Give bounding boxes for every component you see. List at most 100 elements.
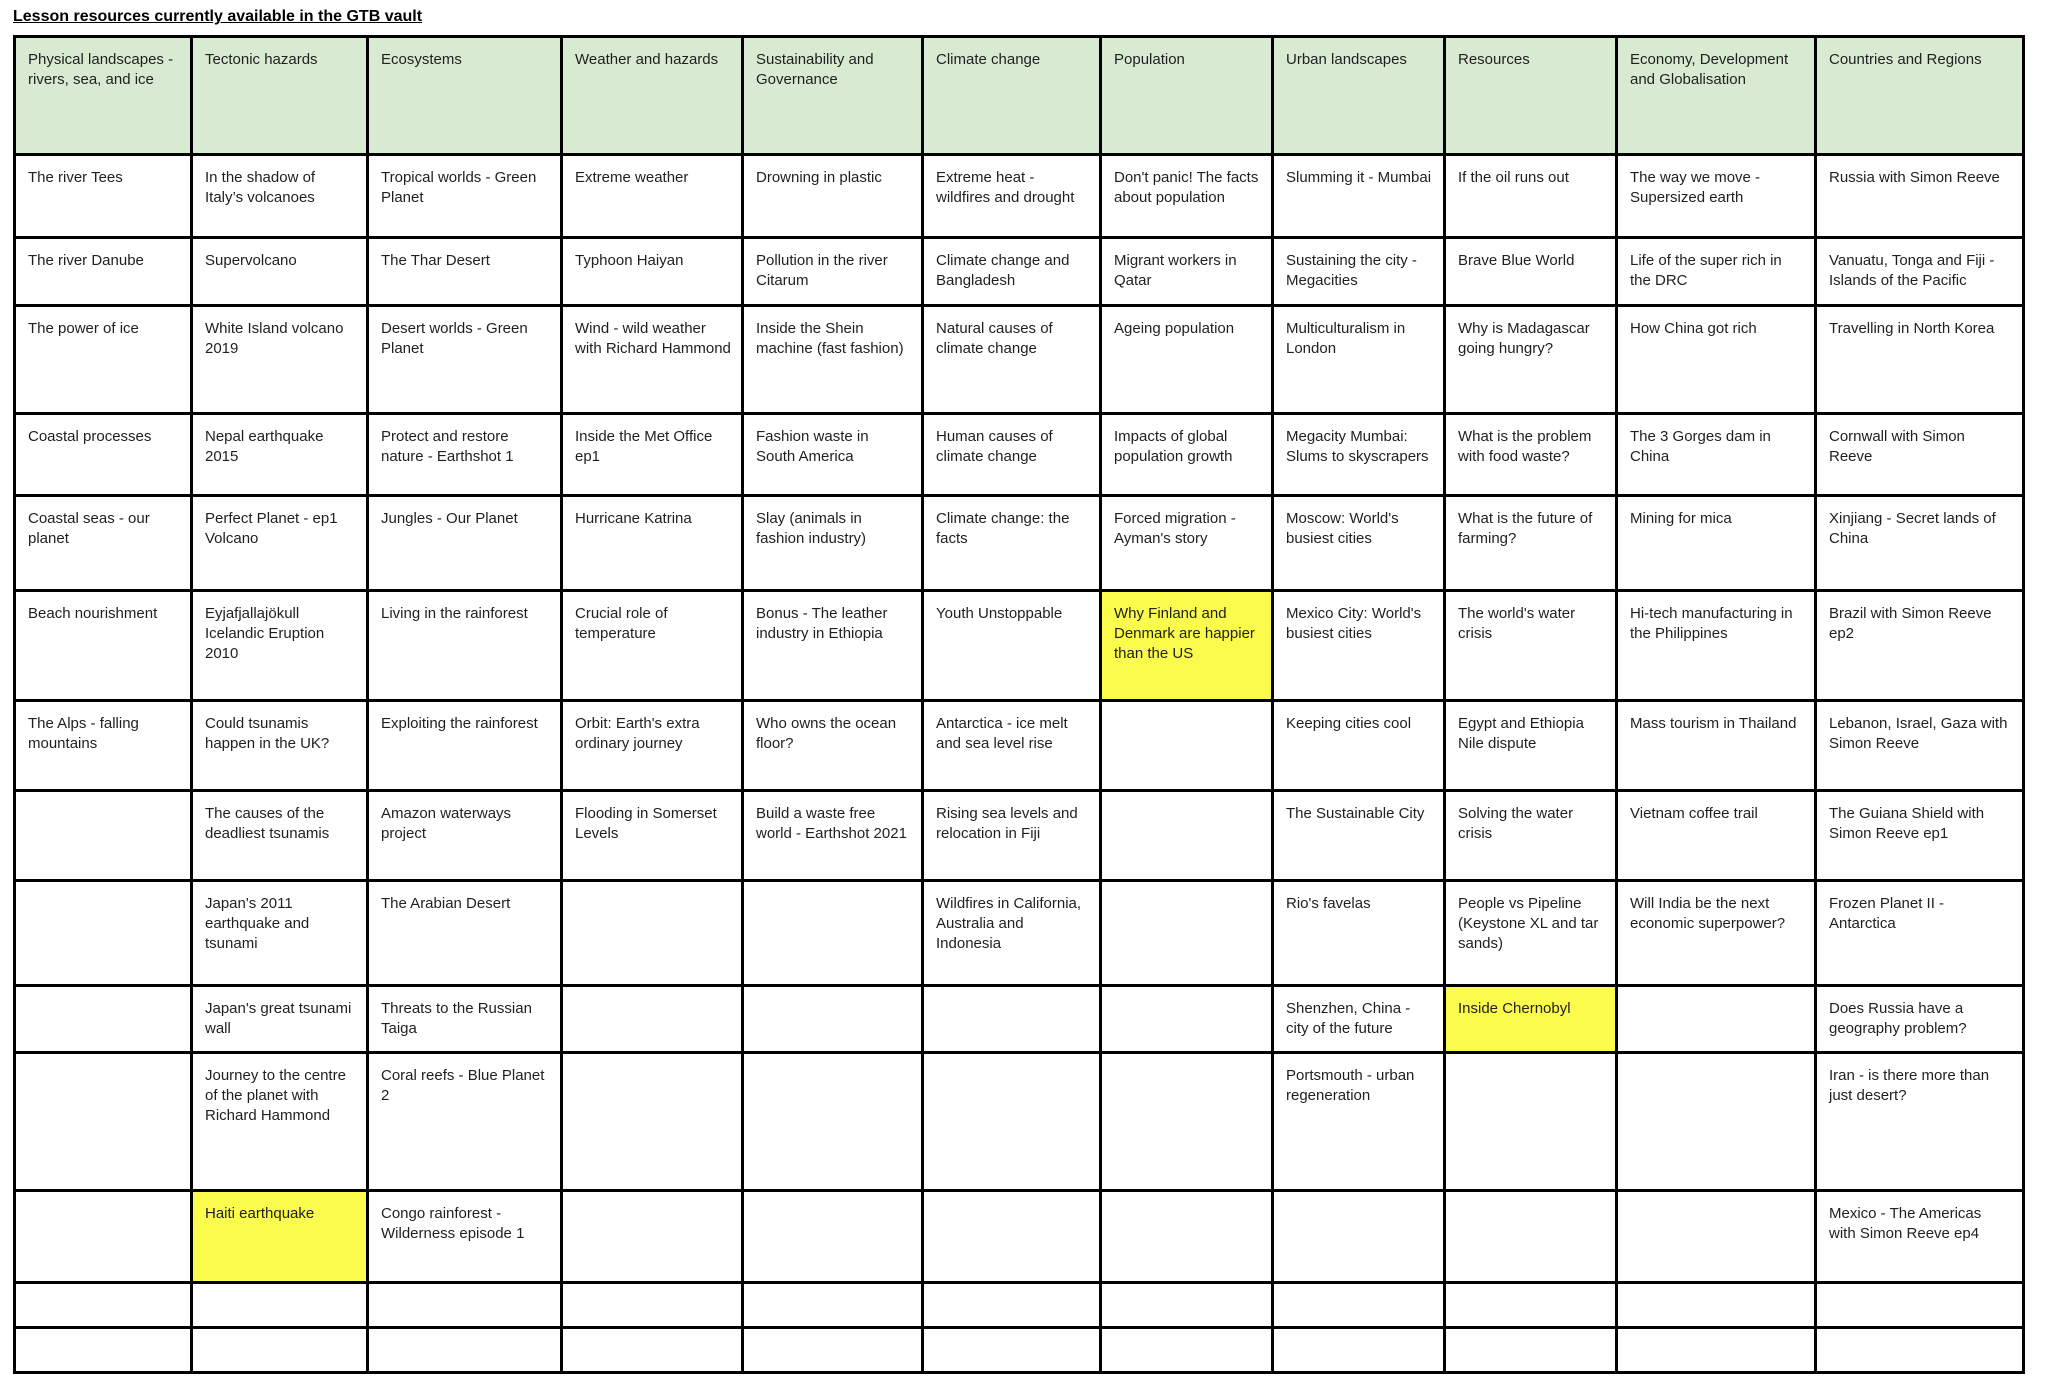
table-cell: The Guiana Shield with Simon Reeve ep1: [1814, 789, 2025, 882]
table-cell-highlighted: Haiti earthquake: [190, 1189, 369, 1284]
table-row: Beach nourishment Eyjafjallajökull Icelan…: [13, 589, 2025, 702]
table-row: The river Tees In the shadow of Italy’s v…: [13, 153, 2025, 239]
table-cell: Brazil with Simon Reeve ep2: [1814, 589, 2025, 702]
table-cell: Inside the Met Office ep1: [560, 412, 744, 497]
table-cell: Vietnam coffee trail: [1615, 789, 1817, 882]
table-cell: Moscow: World's busiest cities: [1271, 494, 1446, 592]
table-cell: Crucial role of temperature: [560, 589, 744, 702]
table-row: [13, 1326, 2025, 1374]
table-cell: Forced migration - Ayman's story: [1099, 494, 1274, 592]
table-cell: [560, 1281, 744, 1329]
table-cell: Congo rainforest - Wilderness episode 1: [366, 1189, 563, 1284]
table-cell: [1615, 1051, 1817, 1192]
table-cell: What is the future of farming?: [1443, 494, 1618, 592]
table-row: Journey to the centre of the planet with…: [13, 1051, 2025, 1192]
column-header: Climate change: [921, 35, 1102, 156]
column-header: Tectonic hazards: [190, 35, 369, 156]
table-cell: [1099, 1281, 1274, 1329]
table-cell: Living in the rainforest: [366, 589, 563, 702]
table-row: Japan's great tsunami wall Threats to the…: [13, 984, 2025, 1054]
table-cell: [1814, 1326, 2025, 1374]
table-cell: Who owns the ocean floor?: [741, 699, 924, 792]
table-header: Physical landscapes - rivers, sea, and i…: [13, 35, 2025, 156]
table-cell: [190, 1326, 369, 1374]
table-cell: [13, 1281, 193, 1329]
table-row: The Alps - falling mountains Could tsunam…: [13, 699, 2025, 792]
table-cell: [1814, 1281, 2025, 1329]
table-row: The causes of the deadliest tsunamis Amaz…: [13, 789, 2025, 882]
table-cell: Journey to the centre of the planet with…: [190, 1051, 369, 1192]
table-cell: Extreme weather: [560, 153, 744, 239]
table-cell: The Arabian Desert: [366, 879, 563, 987]
table-cell: Cornwall with Simon Reeve: [1814, 412, 2025, 497]
table-cell: [1271, 1281, 1446, 1329]
table-cell: Protect and restore nature - Earthshot 1: [366, 412, 563, 497]
column-header: Population: [1099, 35, 1274, 156]
table-cell: Coastal processes: [13, 412, 193, 497]
table-row: The power of ice White Island volcano 201…: [13, 304, 2025, 415]
table-cell: The way we move - Supersized earth: [1615, 153, 1817, 239]
table-cell: [1099, 1051, 1274, 1192]
table-cell: Jungles - Our Planet: [366, 494, 563, 592]
table-cell: In the shadow of Italy’s volcanoes: [190, 153, 369, 239]
table-cell: Pollution in the river Citarum: [741, 236, 924, 307]
table-cell: [366, 1326, 563, 1374]
table-cell: [1615, 1326, 1817, 1374]
table-cell: [921, 1281, 1102, 1329]
table-row: Japan's 2011 earthquake and tsunami The A…: [13, 879, 2025, 987]
table-cell: [1615, 1281, 1817, 1329]
table-cell: [560, 984, 744, 1054]
table-cell: [921, 1326, 1102, 1374]
table-cell: The river Tees: [13, 153, 193, 239]
column-header: Sustainability and Governance: [741, 35, 924, 156]
table-cell: [741, 1189, 924, 1284]
table-cell: Inside the Shein machine (fast fashion): [741, 304, 924, 415]
table-cell: Flooding in Somerset Levels: [560, 789, 744, 882]
table-cell: If the oil runs out: [1443, 153, 1618, 239]
table-cell: [1615, 1189, 1817, 1284]
table-row: Coastal processes Nepal earthquake 2015 Pr…: [13, 412, 2025, 497]
table-cell: Eyjafjallajökull Icelandic Eruption 2010: [190, 589, 369, 702]
table-cell: The Thar Desert: [366, 236, 563, 307]
table-cell: [13, 1189, 193, 1284]
table-cell: Rio's favelas: [1271, 879, 1446, 987]
table-cell: [1099, 1189, 1274, 1284]
table-cell: [1099, 984, 1274, 1054]
table-cell: The world's water crisis: [1443, 589, 1618, 702]
table-cell: Tropical worlds - Green Planet: [366, 153, 563, 239]
table-cell: Multiculturalism in London: [1271, 304, 1446, 415]
table-cell: Perfect Planet - ep1 Volcano: [190, 494, 369, 592]
table-cell: How China got rich: [1615, 304, 1817, 415]
table-cell: [13, 1051, 193, 1192]
table-cell: Threats to the Russian Taiga: [366, 984, 563, 1054]
table-cell: Egypt and Ethiopia Nile dispute: [1443, 699, 1618, 792]
table-cell: Fashion waste in South America: [741, 412, 924, 497]
table-cell: [13, 1326, 193, 1374]
column-header: Weather and hazards: [560, 35, 744, 156]
column-header: Economy, Development and Globalisation: [1615, 35, 1817, 156]
table-cell: Climate change and Bangladesh: [921, 236, 1102, 307]
table-cell: Extreme heat - wildfires and drought: [921, 153, 1102, 239]
table-cell: [1443, 1189, 1618, 1284]
table-cell: Xinjiang - Secret lands of China: [1814, 494, 2025, 592]
table-cell-highlighted: Why Finland and Denmark are happier than…: [1099, 589, 1274, 702]
table-cell: Coastal seas - our planet: [13, 494, 193, 592]
table-cell: [560, 879, 744, 987]
table-cell: [1099, 699, 1274, 792]
page-title: Lesson resources currently available in …: [13, 8, 423, 25]
table-cell: [741, 984, 924, 1054]
table-cell: Supervolcano: [190, 236, 369, 307]
table-cell: Slay (animals in fashion industry): [741, 494, 924, 592]
table-cell: Orbit: Earth's extra ordinary journey: [560, 699, 744, 792]
table-cell: Frozen Planet II - Antarctica: [1814, 879, 2025, 987]
table-cell: Youth Unstoppable: [921, 589, 1102, 702]
table-cell: [921, 1051, 1102, 1192]
table-cell: Human causes of climate change: [921, 412, 1102, 497]
table-cell: Don't panic! The facts about population: [1099, 153, 1274, 239]
table-cell: Mining for mica: [1615, 494, 1817, 592]
table-cell: Exploiting the rainforest: [366, 699, 563, 792]
table-cell: Slumming it - Mumbai: [1271, 153, 1446, 239]
column-header: Resources: [1443, 35, 1618, 156]
table-cell: Russia with Simon Reeve: [1814, 153, 2025, 239]
table-cell: [560, 1326, 744, 1374]
